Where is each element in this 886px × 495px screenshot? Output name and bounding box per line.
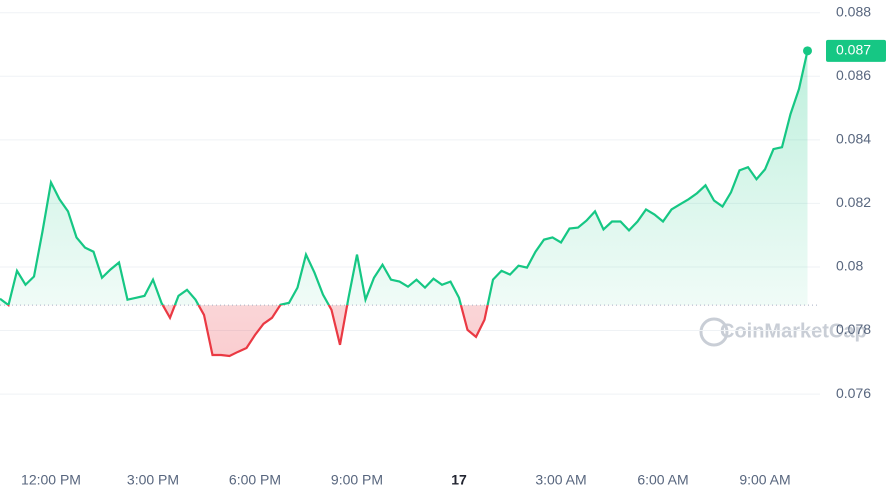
- x-tick-label: 6:00 PM: [229, 472, 281, 488]
- y-tick-label: 0.086: [836, 67, 871, 83]
- x-tick-label: 9:00 PM: [331, 472, 383, 488]
- y-tick-label: 0.076: [836, 385, 871, 401]
- y-tick-label: 0.078: [836, 321, 871, 337]
- x-tick-label: 3:00 PM: [127, 472, 179, 488]
- y-tick-label: 0.088: [836, 3, 871, 19]
- last-point: [803, 46, 812, 56]
- price-line-up: [0, 50, 809, 306]
- watermark-logo: [699, 317, 729, 347]
- x-tick-label: 9:00 AM: [739, 472, 790, 488]
- x-tick-label: 12:00 PM: [21, 472, 81, 488]
- y-tick-label: 0.084: [836, 131, 871, 147]
- watermark: CoinMarketCap: [720, 320, 867, 342]
- price-tag: [826, 39, 886, 62]
- y-tick-label: 0.082: [836, 194, 871, 210]
- price-tag-label: 0.087: [836, 42, 871, 58]
- y-tick-label: 0.08: [836, 258, 863, 274]
- x-tick-label: 17: [451, 472, 467, 488]
- area-up: [0, 50, 808, 306]
- x-tick-label: 3:00 AM: [535, 472, 586, 488]
- x-tick-label: 6:00 AM: [637, 472, 688, 488]
